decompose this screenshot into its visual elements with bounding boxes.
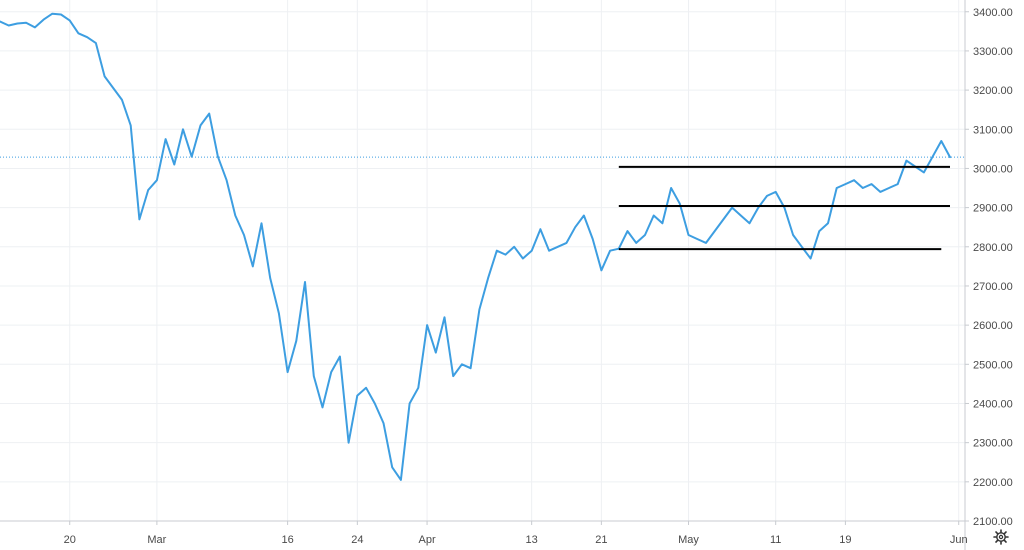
- series-line: [0, 12, 951, 481]
- x-tick-label: Jun: [950, 534, 968, 546]
- y-tick-label: 3400.00: [973, 7, 1013, 19]
- y-tick-label: 2600.00: [973, 320, 1013, 332]
- y-tick-label: 3300.00: [973, 46, 1013, 58]
- y-tick-label: 2400.00: [973, 398, 1013, 410]
- y-tick-label: 3000.00: [973, 163, 1013, 175]
- y-tick-label: 2700.00: [973, 281, 1013, 293]
- x-tick-label: 11: [770, 534, 781, 546]
- gear-icon[interactable]: [990, 526, 1012, 548]
- x-tick-label: 19: [839, 534, 851, 546]
- series-layer: [0, 12, 951, 481]
- x-axis-ticks: 20 Mar 16 24 Apr 13 21 May 11 19 Jun: [64, 521, 968, 546]
- x-tick-label: May: [678, 534, 699, 546]
- x-tick-label: Mar: [147, 534, 166, 546]
- x-tick-label: 13: [526, 534, 538, 546]
- y-tick-label: 2500.00: [973, 359, 1013, 371]
- y-tick-label: 2900.00: [973, 203, 1013, 215]
- x-tick-label: 16: [281, 534, 293, 546]
- chart-grid: [0, 0, 965, 522]
- annotation-layer[interactable]: [618, 165, 950, 251]
- x-tick-label: Apr: [419, 534, 436, 546]
- y-tick-label: 3100.00: [973, 124, 1013, 136]
- y-tick-label: 2300.00: [973, 438, 1013, 450]
- x-tick-label: 21: [595, 534, 607, 546]
- y-axis-ticks: 3400.00 3300.00 3200.00 3100.00 3000.00 2900.…: [965, 7, 1013, 528]
- y-tick-label: 2100.00: [973, 516, 1013, 528]
- x-tick-label: 24: [351, 534, 363, 546]
- x-tick-label: 20: [64, 534, 76, 546]
- y-tick-label: 2800.00: [973, 242, 1013, 254]
- gear-icon-glyph: [993, 529, 1009, 545]
- y-tick-label: 3200.00: [973, 85, 1013, 97]
- y-tick-label: 2200.00: [973, 477, 1013, 489]
